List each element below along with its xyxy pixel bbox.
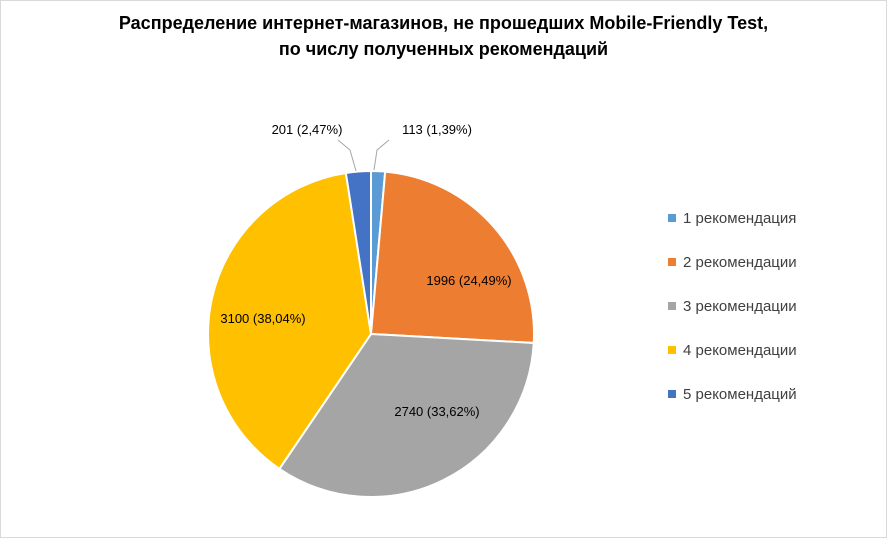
data-label-5: 201 (2,47%): [272, 122, 343, 137]
data-label-2: 1996 (24,49%): [426, 273, 511, 288]
legend-label-4: 4 рекомендации: [683, 341, 797, 359]
legend-label-1: 1 рекомендация: [683, 209, 797, 227]
legend-item-2: 2 рекомендации: [668, 240, 797, 284]
data-label-1: 113 (1,39%): [402, 122, 472, 137]
chart-title-line-1: Распределение интернет-магазинов, не про…: [118, 13, 769, 33]
chart-title-line-2: по числу полученных рекомендаций: [278, 39, 609, 59]
data-label-4: 3100 (38,04%): [220, 311, 305, 326]
legend-label-3: 3 рекомендации: [683, 297, 797, 315]
pie-slice-5: [344, 169, 372, 335]
legend-swatch-3: [668, 302, 676, 310]
legend-swatch-2: [668, 258, 676, 266]
legend-swatch-5: [668, 390, 676, 398]
legend-swatch-1: [668, 214, 676, 222]
legend-label-2: 2 рекомендации: [683, 253, 797, 271]
legend-item-1: 1 рекомендация: [668, 196, 797, 240]
leader-line-5: [337, 139, 357, 172]
data-label-3: 2740 (33,62%): [394, 404, 479, 419]
chart-title: Распределение интернет-магазинов, не про…: [0, 10, 887, 62]
leader-line-1: [373, 139, 390, 171]
pie-slice-4: [207, 171, 373, 471]
legend: 1 рекомендация 2 рекомендации 3 рекомендац…: [668, 196, 797, 416]
legend-item-5: 5 рекомендаций: [668, 372, 797, 416]
legend-item-3: 3 рекомендации: [668, 284, 797, 328]
legend-item-4: 4 рекомендации: [668, 328, 797, 372]
legend-label-5: 5 рекомендаций: [683, 385, 797, 403]
legend-swatch-4: [668, 346, 676, 354]
pie-slice-3: [278, 332, 535, 498]
pie-slice-2: [369, 170, 535, 345]
